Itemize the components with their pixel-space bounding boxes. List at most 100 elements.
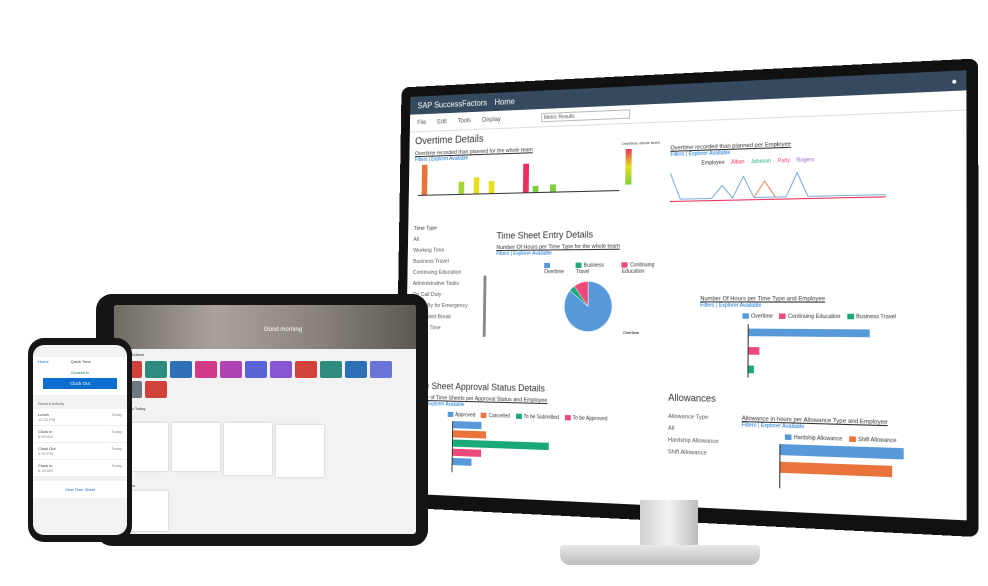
legend-item: To be Approved [572, 415, 608, 423]
filter-item[interactable]: Administrative Tasks [412, 280, 460, 287]
user-avatar-icon[interactable]: ● [951, 75, 958, 87]
legend-item: Hardship Allowance [793, 434, 843, 443]
filter-item[interactable]: Continuing Education [412, 269, 462, 276]
quick-action-tile[interactable] [195, 361, 217, 378]
legend-item: Continuing Education [788, 313, 841, 321]
chart-bar [452, 457, 472, 466]
quick-action-tile[interactable] [345, 361, 367, 378]
overtime-line-chart [670, 161, 886, 210]
overtime-bar-chart [417, 151, 620, 196]
menu-tools[interactable]: Tools [457, 117, 471, 125]
quick-action-tile[interactable] [245, 361, 267, 378]
task-card[interactable] [172, 423, 220, 471]
activity-row[interactable]: Clock Out 5:00 PM Today [33, 443, 127, 460]
greeting: Good morning [264, 327, 303, 333]
recent-activity-title: Recent Activity [38, 401, 65, 406]
legend-item: Cancelled [488, 412, 510, 420]
chart-bar [473, 177, 480, 194]
filter-item[interactable]: All [413, 236, 420, 243]
chart-bar [453, 421, 482, 430]
brand-logo: SAP SuccessFactors [417, 97, 488, 110]
chart-bar [532, 185, 539, 193]
chart-bar [522, 163, 530, 193]
activity-row[interactable]: Lunch 12:30 PM Today [33, 409, 127, 426]
chart-bar [452, 430, 487, 439]
entry-bar-chart [747, 324, 920, 381]
menu-edit[interactable]: Edit [437, 118, 447, 126]
quick-action-tile[interactable] [295, 361, 317, 378]
clock-out-button[interactable]: Clock Out [43, 378, 117, 389]
entry-filter-link[interactable]: Filters | Explorer Available [496, 250, 552, 258]
chart-bar [748, 347, 760, 355]
search-input[interactable]: Metric Results [540, 109, 630, 123]
phone-title: Quick Time [70, 359, 91, 364]
tablet: Good morning Quick Actions For You Today… [96, 294, 428, 546]
quick-action-tile[interactable] [320, 361, 342, 378]
filter-item[interactable]: Business Travel [413, 258, 450, 265]
legend-item: Shift Allowance [858, 436, 897, 445]
menu-file[interactable]: File [417, 119, 427, 126]
activity-time: 8:15 AM [38, 468, 53, 473]
activity-day: Today [111, 463, 122, 468]
quick-action-tile[interactable] [170, 361, 192, 378]
time-type-label: Time Type [413, 225, 438, 232]
allowances-bar-chart [779, 444, 944, 496]
pie-label: Overtime [623, 330, 639, 336]
filter-item[interactable]: Working Time [413, 247, 445, 254]
quick-action-tile[interactable] [270, 361, 292, 378]
activity-time: 8:00 AM [38, 434, 53, 439]
activity-label: Clock In [38, 429, 53, 434]
monitor-screen: SAP SuccessFactors Home ● File Edit Tool… [403, 70, 967, 521]
entry-bar-legend: Overtime Continuing Education Business T… [742, 313, 920, 321]
legend-item: Business Travel [856, 313, 897, 321]
chart-bar [748, 365, 754, 374]
approval-bar-chart [451, 421, 644, 481]
approval-title: Time Sheet Approval Status Details [411, 380, 545, 394]
pie-chart: Overtime [543, 275, 639, 336]
chart-bar [458, 181, 465, 194]
monitor-stand-base [560, 545, 760, 565]
line-series [670, 167, 886, 199]
task-card[interactable] [224, 423, 272, 475]
allowance-type-label: Allowance Type [668, 413, 709, 422]
legend-item: Overtime [750, 313, 773, 320]
filter-item[interactable]: Shift Allowance [667, 449, 707, 457]
activity-label: Clock In [38, 463, 53, 468]
chart-bar [780, 461, 893, 478]
line-series [670, 197, 886, 202]
phone: Home Quick Time Clocked in Clock Out Rec… [28, 338, 132, 542]
quick-action-tile[interactable] [145, 361, 167, 378]
activity-time: 12:30 PM [38, 417, 56, 422]
task-card[interactable] [276, 425, 324, 477]
menu-display[interactable]: Display [482, 116, 501, 124]
chart-bar [452, 448, 482, 457]
entry-title: Time Sheet Entry Details [496, 229, 594, 241]
chart-bar [748, 328, 870, 338]
section-title: For You Today [120, 406, 146, 411]
chart-bar [549, 184, 556, 192]
scrollbar[interactable] [482, 275, 487, 337]
monitor-stand [640, 500, 698, 550]
activity-label: Clock Out [38, 446, 56, 451]
activity-day: Today [111, 412, 122, 417]
tiles-title: Quick Actions [120, 352, 145, 357]
pie-legend: Overtime Business Travel Continuing Educ… [544, 262, 675, 275]
back-button[interactable]: Home [38, 359, 49, 364]
allowances-title: Allowances [668, 392, 716, 405]
phone-screen: Home Quick Time Clocked in Clock Out Rec… [33, 345, 127, 535]
quick-action-tile[interactable] [145, 381, 167, 398]
quick-action-tile[interactable] [220, 361, 242, 378]
activity-row[interactable]: Clock In 8:00 AM Today [33, 426, 127, 443]
home-menu[interactable]: Home [494, 96, 515, 107]
chart-bar [780, 444, 904, 460]
chart-bar [488, 180, 495, 194]
activity-time: 5:00 PM [38, 451, 53, 456]
view-timesheet-link[interactable]: View Time Sheet [33, 481, 127, 498]
quick-action-tile[interactable] [370, 361, 392, 378]
desktop-monitor: SAP SuccessFactors Home ● File Edit Tool… [394, 58, 979, 538]
line-series [754, 181, 776, 198]
activity-row[interactable]: Clock In 8:15 AM Today [33, 460, 127, 477]
entry-bar-filter-link[interactable]: Filters | Explorer Available [700, 302, 762, 310]
clock-status: Clocked in [70, 370, 90, 375]
quick-action-tiles [114, 357, 414, 402]
